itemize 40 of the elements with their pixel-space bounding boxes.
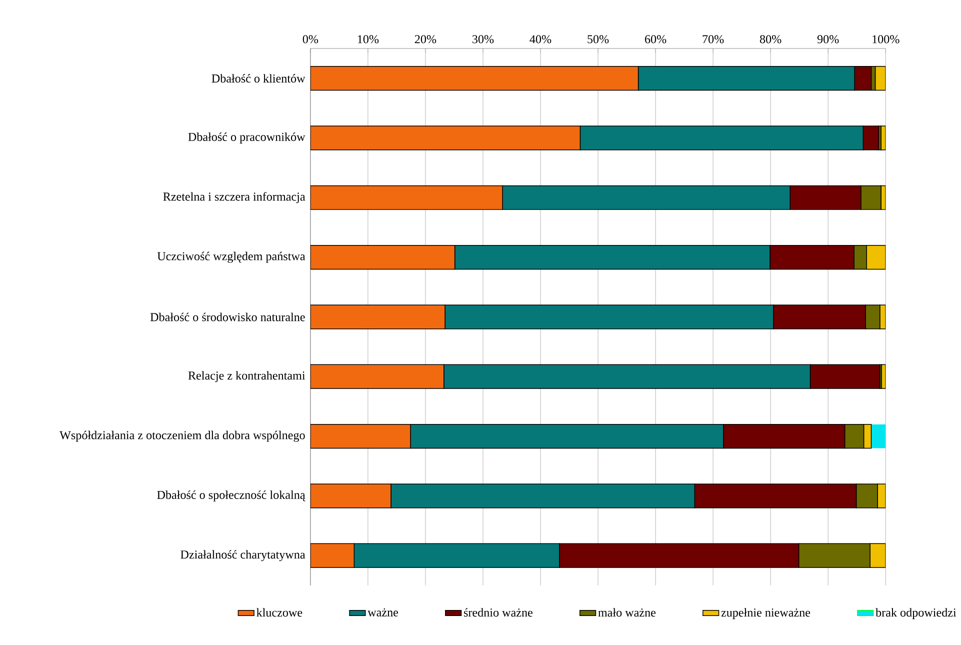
x-tick-label: 80% bbox=[760, 35, 782, 44]
legend-label: kluczowe bbox=[256, 608, 302, 617]
x-tick-label: 70% bbox=[702, 35, 724, 44]
bar bbox=[310, 304, 446, 330]
bar bbox=[310, 424, 411, 449]
x-tick-label: 0% bbox=[302, 35, 318, 44]
y-tick-label: Dbałość o społeczność lokalną bbox=[157, 490, 306, 502]
y-tick-label: Działalność charytatywna bbox=[180, 550, 306, 562]
y-tick-label: Współdziałania z otoczeniem dla dobra wspólnego bbox=[60, 430, 305, 442]
y-tick-label: Uczciwość względem państwa bbox=[157, 252, 306, 263]
y-tick-label: Relacje z kontrahentami bbox=[188, 371, 306, 382]
x-tick-label: 40% bbox=[530, 35, 552, 44]
bar bbox=[310, 66, 639, 91]
bar bbox=[310, 364, 444, 389]
bar bbox=[870, 543, 886, 568]
x-tick-label: 60% bbox=[645, 35, 666, 44]
legend-label: średnio ważne bbox=[464, 608, 532, 617]
legend-label: brak odpowiedzi bbox=[876, 608, 956, 620]
bar bbox=[310, 244, 456, 270]
bar bbox=[310, 126, 581, 150]
x-tick-label: 50% bbox=[588, 35, 609, 44]
y-tick-label: Dbałość o klientów bbox=[212, 74, 306, 83]
bar bbox=[310, 185, 503, 210]
bar bbox=[866, 244, 886, 270]
bar bbox=[871, 424, 886, 448]
x-tick-label: 100% bbox=[872, 35, 900, 44]
x-tick-label: 20% bbox=[414, 35, 436, 44]
bar bbox=[863, 424, 872, 449]
bar bbox=[310, 543, 355, 568]
y-tick-label: Rzetelna i szczera informacja bbox=[163, 192, 306, 204]
y-tick-label: Dbałość o środowisko naturalne bbox=[150, 312, 305, 322]
bar bbox=[310, 484, 392, 508]
legend-label: ważne bbox=[368, 608, 398, 616]
bar bbox=[874, 66, 886, 91]
x-tick-label: 10% bbox=[358, 35, 379, 44]
legend-label: mało ważne bbox=[598, 608, 656, 617]
legend-label: zupełnie nieważne bbox=[721, 608, 810, 620]
y-tick-label: Dbałość o pracowników bbox=[188, 132, 306, 144]
x-tick-label: 30% bbox=[472, 35, 494, 44]
x-tick-label: 90% bbox=[817, 35, 839, 44]
